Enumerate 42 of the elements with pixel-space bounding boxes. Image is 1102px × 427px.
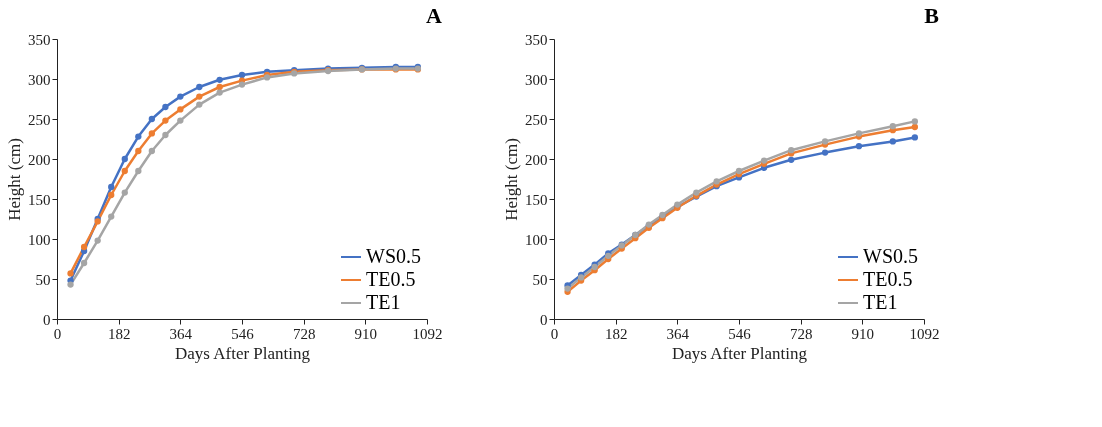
y-tick-label: 200 [28,151,51,168]
y-tick-label: 300 [28,71,51,88]
x-axis-title: Days After Planting [174,343,311,363]
x-tick-label: 1092 [909,325,940,342]
y-tick-label: 350 [525,31,548,48]
legend-label: TE0.5 [366,268,416,290]
y-tick-label: 350 [28,31,51,48]
y-tick-label: 250 [525,111,548,128]
y-tick-label: 50 [532,271,548,288]
x-tick-label: 546 [231,325,255,342]
x-tick-label: 728 [292,325,316,342]
y-tick-label: 0 [43,311,51,328]
chart-title: B [924,3,940,28]
y-tick-label: 50 [35,271,51,288]
y-tick-label: 100 [28,231,51,248]
x-tick-label: 546 [728,325,752,342]
y-axis-title: Height (cm) [5,138,24,221]
x-tick-label: 182 [107,325,131,342]
legend-label: TE0.5 [863,268,913,290]
y-tick-label: 200 [525,151,548,168]
chart-title: A [426,3,443,28]
x-tick-label: 182 [604,325,628,342]
x-tick-label: 728 [789,325,813,342]
y-tick-label: 300 [525,71,548,88]
y-axis-title: Height (cm) [502,138,521,221]
x-axis-title: Days After Planting [671,343,808,363]
x-tick-label: 0 [53,325,62,342]
legend-label: WS0.5 [863,245,918,267]
y-tick-label: 100 [525,231,548,248]
y-tick-label: 150 [28,191,51,208]
x-tick-label: 0 [550,325,559,342]
x-tick-label: 364 [169,325,193,342]
y-tick-label: 150 [525,191,548,208]
legend-label: TE1 [366,291,401,313]
x-tick-label: 910 [354,325,378,342]
y-tick-label: 0 [540,311,548,328]
legend-label: TE1 [863,291,898,313]
legend-label: WS0.5 [366,245,421,267]
x-tick-label: 364 [666,325,690,342]
x-tick-label: 1092 [412,325,443,342]
y-tick-label: 250 [28,111,51,128]
x-tick-label: 910 [851,325,875,342]
